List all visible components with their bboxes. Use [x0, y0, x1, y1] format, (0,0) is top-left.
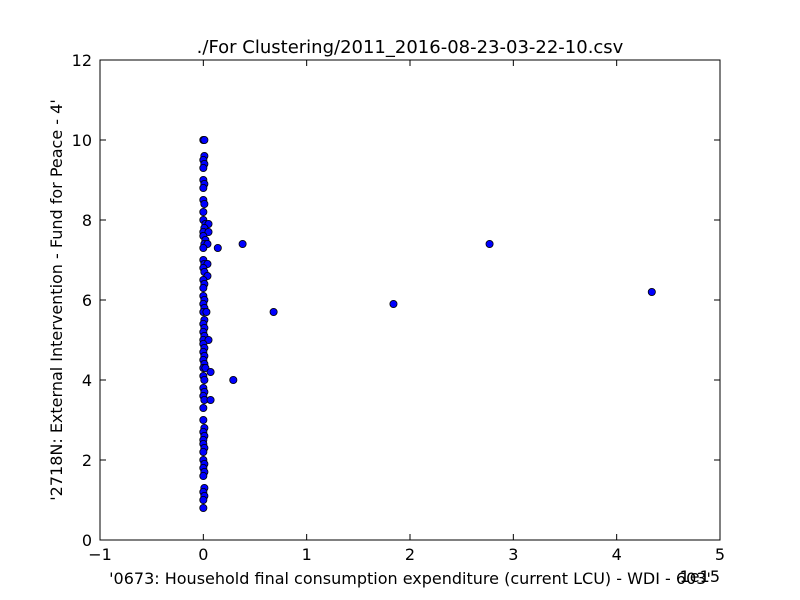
- data-point: [199, 403, 208, 412]
- y-tick-label: 2: [82, 451, 92, 470]
- x-tick-label: 0: [198, 545, 208, 564]
- x-tick-label: 2: [405, 545, 415, 564]
- data-point: [206, 367, 215, 376]
- data-point: [199, 495, 208, 504]
- data-point: [269, 307, 278, 316]
- x-tick-label: 4: [612, 545, 622, 564]
- y-tick-label: 10: [72, 131, 92, 150]
- plot-area: [199, 135, 656, 512]
- y-tick-label: 6: [82, 291, 92, 310]
- data-point: [204, 227, 213, 236]
- data-point: [202, 307, 211, 316]
- data-point: [199, 207, 208, 216]
- data-point: [389, 299, 398, 308]
- y-tick-label: 4: [82, 371, 92, 390]
- data-point: [199, 283, 208, 292]
- data-point: [213, 243, 222, 252]
- data-point: [204, 335, 213, 344]
- data-point: [199, 243, 208, 252]
- data-point: [199, 447, 208, 456]
- data-point: [238, 239, 247, 248]
- data-point: [199, 415, 208, 424]
- y-tick-label: 0: [82, 531, 92, 550]
- data-point: [199, 503, 208, 512]
- data-point: [485, 239, 494, 248]
- x-axis-label: '0673: Household final consumption expen…: [109, 569, 711, 588]
- x-tick-label: 1: [302, 545, 312, 564]
- data-point: [647, 287, 656, 296]
- x-tick-label: 3: [508, 545, 518, 564]
- data-point: [201, 363, 210, 372]
- chart-title: ./For Clustering/2011_2016-08-23-03-22-1…: [197, 37, 624, 58]
- data-point: [229, 375, 238, 384]
- data-point: [200, 135, 209, 144]
- y-tick-label: 12: [72, 51, 92, 70]
- x-axis-offset-label: 1e15: [680, 567, 720, 586]
- data-point: [200, 199, 209, 208]
- x-tick-label: 5: [715, 545, 725, 564]
- data-point: [199, 183, 208, 192]
- y-axis-label: '2718N: External Intervention - Fund for…: [47, 99, 66, 500]
- data-point: [206, 395, 215, 404]
- data-point: [200, 375, 209, 384]
- data-point: [199, 163, 208, 172]
- data-point: [199, 471, 208, 480]
- x-tick-label: −1: [88, 545, 112, 564]
- y-tick-label: 8: [82, 211, 92, 230]
